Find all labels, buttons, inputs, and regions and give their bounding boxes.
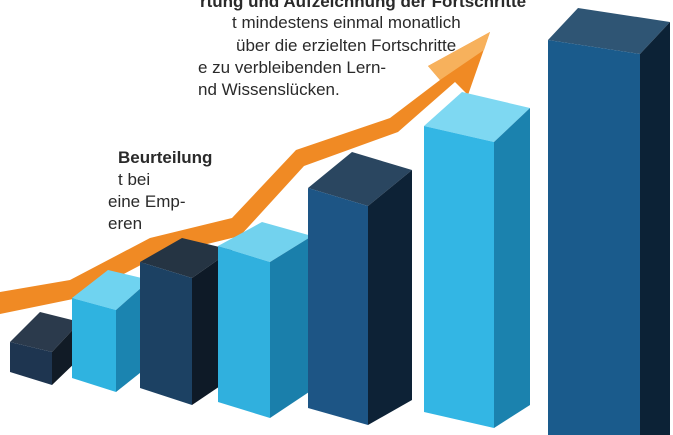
bar-1 — [10, 312, 80, 385]
text-line: eine Emp- — [108, 192, 186, 211]
text-line: eren — [108, 214, 143, 233]
text-line: e zu verbleibenden Lern- — [198, 58, 387, 77]
bar-7 — [548, 8, 670, 435]
bar-6 — [424, 92, 530, 428]
text-line: t bei — [118, 170, 151, 189]
text-line: t mindestens einmal monatlich — [232, 13, 461, 32]
bar-5 — [308, 152, 412, 425]
heading: rtung und Aufzeichnung der Fortschritte — [200, 0, 527, 11]
bar-4 — [218, 222, 312, 418]
text-line: nd Wissenslücken. — [198, 80, 340, 99]
text-line: über die erzielten Fortschritte — [236, 36, 457, 55]
heading: Beurteilung — [118, 148, 213, 167]
arrow-highlight — [428, 32, 490, 80]
